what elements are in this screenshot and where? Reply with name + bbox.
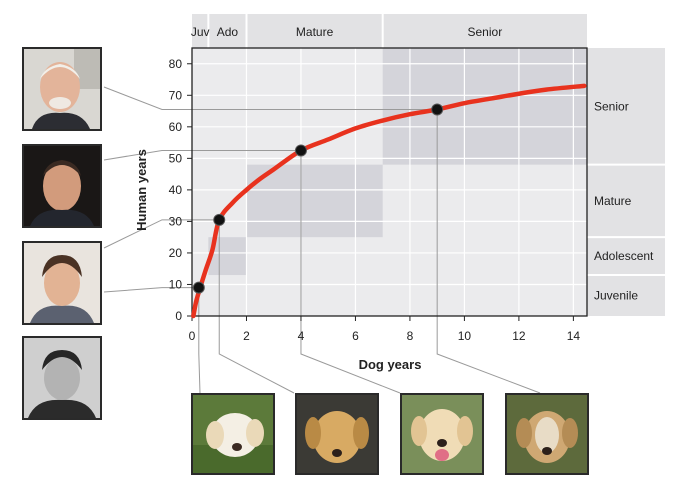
human-connector-line	[103, 149, 301, 161]
dog-connector-line	[300, 150, 401, 394]
x-tick-label: 12	[512, 329, 526, 343]
stage-region	[246, 164, 383, 238]
top-stage-label: Ado	[217, 25, 239, 39]
human-connector-line	[103, 86, 438, 110]
human-photo-juvenile	[22, 336, 102, 420]
human-photo-adolescent	[22, 241, 102, 325]
y-tick-label: 10	[169, 277, 183, 291]
data-point	[431, 103, 444, 116]
y-tick-label: 60	[169, 120, 183, 134]
top-stage-label: Juv	[191, 25, 210, 39]
x-tick-label: 8	[407, 329, 414, 343]
top-stage-label: Mature	[296, 25, 334, 39]
y-tick-label: 40	[169, 183, 183, 197]
dog-photo-senior	[505, 393, 589, 475]
stage-region	[382, 48, 587, 165]
human-photo-senior	[22, 47, 102, 131]
y-tick-label: 50	[169, 151, 183, 165]
dog-connector-line	[436, 109, 541, 394]
human-connector-line	[103, 219, 220, 249]
right-stage-label: Adolescent	[594, 249, 654, 263]
axes-frame	[191, 47, 588, 317]
dog-connector-line	[198, 287, 201, 394]
right-stage-label: Juvenile	[594, 289, 638, 303]
right-stage-label: Senior	[594, 99, 629, 113]
right-stage-label: Mature	[594, 194, 632, 208]
human-connector-line	[103, 287, 199, 293]
dog-photo-puppy	[191, 393, 275, 475]
y-tick-label: 80	[169, 57, 183, 71]
data-point	[213, 213, 226, 226]
y-tick-label: 30	[169, 214, 183, 228]
right-stage-band	[587, 48, 665, 316]
dog-connector-line	[218, 219, 295, 394]
y-axis-label: Human years	[134, 149, 149, 231]
human-photo-mature	[22, 144, 102, 228]
data-point	[294, 144, 307, 157]
y-tick-label: 20	[169, 246, 183, 260]
x-tick-label: 2	[243, 329, 250, 343]
x-tick-label: 6	[352, 329, 359, 343]
y-tick-label: 0	[175, 309, 182, 323]
y-tick-label: 70	[169, 88, 183, 102]
x-axis-label: Dog years	[359, 357, 422, 372]
top-stage-band	[192, 14, 587, 48]
data-point	[192, 281, 205, 294]
dog-photo-adolescent	[295, 393, 379, 475]
x-tick-label: 14	[567, 329, 581, 343]
top-stage-label: Senior	[468, 25, 503, 39]
x-tick-label: 4	[298, 329, 305, 343]
x-tick-label: 10	[458, 329, 472, 343]
x-tick-label: 0	[189, 329, 196, 343]
dog-photo-mature	[400, 393, 484, 475]
